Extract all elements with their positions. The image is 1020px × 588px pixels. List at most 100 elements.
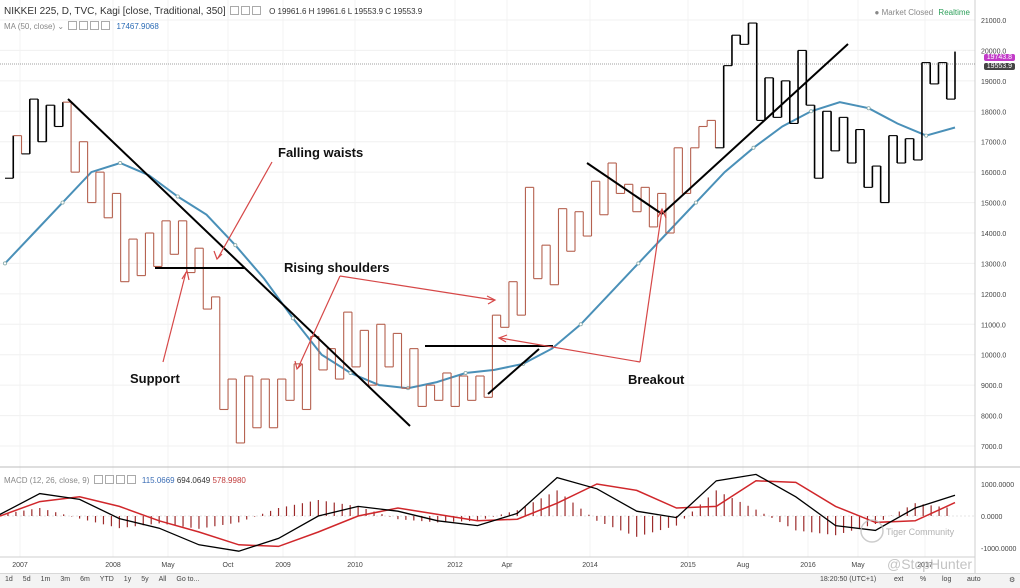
watermark: Tiger Community @StopHunter [860,519,972,572]
macd-tick-label: 1000.0000 [981,482,1014,489]
price-tick-label: 11000.0 [981,322,1006,329]
range-1d[interactable]: 1d [5,576,13,583]
symbol-header[interactable]: NIKKEI 225, D, TVC, Kagi [close, Traditi… [4,6,422,17]
range-all[interactable]: All [158,576,167,583]
ma-label: MA (50, close) [4,22,56,31]
realtime-label: Realtime [938,8,970,17]
time-tick-label: 2017 [917,562,933,569]
ma-close-icon[interactable] [90,21,100,30]
log-toggle[interactable]: log [942,576,952,583]
rising-trendline[interactable] [661,43,849,215]
macd-eye-icon[interactable] [93,475,103,484]
time-tick-label: 2010 [347,562,363,569]
range-5y[interactable]: 5y [141,576,149,583]
macd-settings-icon[interactable] [104,475,114,484]
price-tick-label: 12000.0 [981,292,1006,299]
ma-point [463,370,468,375]
price-tick-label: 9000.0 [981,383,1003,390]
price-tick-label: 17000.0 [981,140,1006,147]
ma-more-icon[interactable] [101,21,111,30]
macd-more-icon[interactable] [126,475,136,484]
label-breakout: Breakout [628,372,685,387]
ma-point [290,316,295,321]
rising-trendline-small[interactable] [487,348,540,395]
flag-trendline[interactable] [586,162,663,215]
ma-eye-icon[interactable] [68,21,78,30]
range-1m[interactable]: 1m [40,576,51,583]
gear-icon[interactable]: ⚙ [1009,577,1016,584]
ma-point [348,370,353,375]
macd-label: MACD (12, 26, close, 9) [4,476,90,485]
ma-point [866,106,871,111]
macd-header[interactable]: MACD (12, 26, close, 9) 115.0669 694.064… [4,475,246,485]
ma-header[interactable]: MA (50, close) ⌄ 17467.9068 [4,21,159,31]
range-1y[interactable]: 1y [123,576,132,583]
falling-trendline[interactable] [67,98,411,427]
tiger-logo-icon [860,519,884,543]
range-6m[interactable]: 6m [80,576,90,583]
ma-settings-icon[interactable] [79,21,89,30]
time-tick-label: May [851,562,865,569]
rising-shoulders-arrowhead-left [294,360,303,371]
time-tick-label: 2015 [680,562,696,569]
support-arrow [162,271,187,363]
bottom-toolbar: 1d 5d 1m 3m 6m YTD 1y 5y All Go to... 18:20:50 (U… [0,573,1020,588]
macd-value-1: 115.0669 [141,476,175,485]
settings-icon[interactable] [229,6,239,15]
market-status: ● Market Closed Realtime [874,8,970,17]
ma-point [60,200,65,205]
ma-point [578,322,583,327]
price-tick-label: 7000.0 [981,444,1003,451]
rising-shoulders-arrow-right [339,275,495,301]
macd-tick-label: 0.0000 [981,514,1003,521]
macd-line [0,473,956,552]
time-tick-label: 2014 [582,562,598,569]
rising-shoulders-arrow-left [297,275,341,369]
auto-toggle[interactable]: auto [967,576,981,583]
macd-layer [0,473,975,552]
close-icon[interactable] [251,6,261,15]
ma-point [693,200,698,205]
falling-waists-arrowhead [213,250,223,261]
range-ytd[interactable]: YTD [99,576,114,583]
ma-point [809,109,814,114]
goto-button[interactable]: Go to... [176,576,200,583]
ext-toggle[interactable]: ext [894,576,904,583]
price-tick-label: 13000.0 [981,261,1006,268]
trend-lines [67,43,849,427]
kagi-layer [5,22,956,444]
clock-time: 18:20:50 (UTC+1) [820,576,877,583]
time-tick-label: 2009 [275,562,291,569]
time-tick-label: 2007 [12,562,28,569]
price-tick-label: 14000.0 [981,231,1006,238]
range-3m[interactable]: 3m [60,576,71,583]
chevron-down-icon[interactable]: ⌄ [57,22,65,31]
ma-point [233,243,238,248]
percent-toggle[interactable]: % [920,576,927,583]
range-5d[interactable]: 5d [22,576,31,583]
rising-shoulders-arrowhead-right [486,295,497,305]
time-tick-label: Apr [502,562,514,569]
eye-icon[interactable] [240,6,250,15]
ma-point [636,261,641,266]
macd-value-2: 694.0649 [176,476,211,485]
breakout-arrow-right [639,209,663,363]
time-tick-label: Oct [223,562,234,569]
price-tick-label: 18000.0 [981,109,1006,116]
price-tick-label: 15000.0 [981,201,1006,208]
time-tick-label: 2016 [800,562,816,569]
price-tick-label: 19000.0 [981,79,1006,86]
market-closed-label: Market Closed [881,8,934,17]
time-tick-label: 2008 [105,562,121,569]
label-falling-waists: Falling waists [278,145,363,160]
watermark-community: Tiger Community [886,527,955,537]
price-tick-label: 16000.0 [981,170,1006,177]
macd-value-3: 578.9980 [212,476,246,485]
breakout-arrowhead-left [497,334,508,343]
price-tick-label: 8000.0 [981,414,1003,421]
macd-close-icon[interactable] [115,475,125,484]
last-price-tag: 19743.8 [983,54,1015,61]
time-tick-label: May [161,562,175,569]
axis-layer: 7000.0 8000.0 9000.0 10000.0 11000.0 12000.0 1… [12,18,1016,569]
